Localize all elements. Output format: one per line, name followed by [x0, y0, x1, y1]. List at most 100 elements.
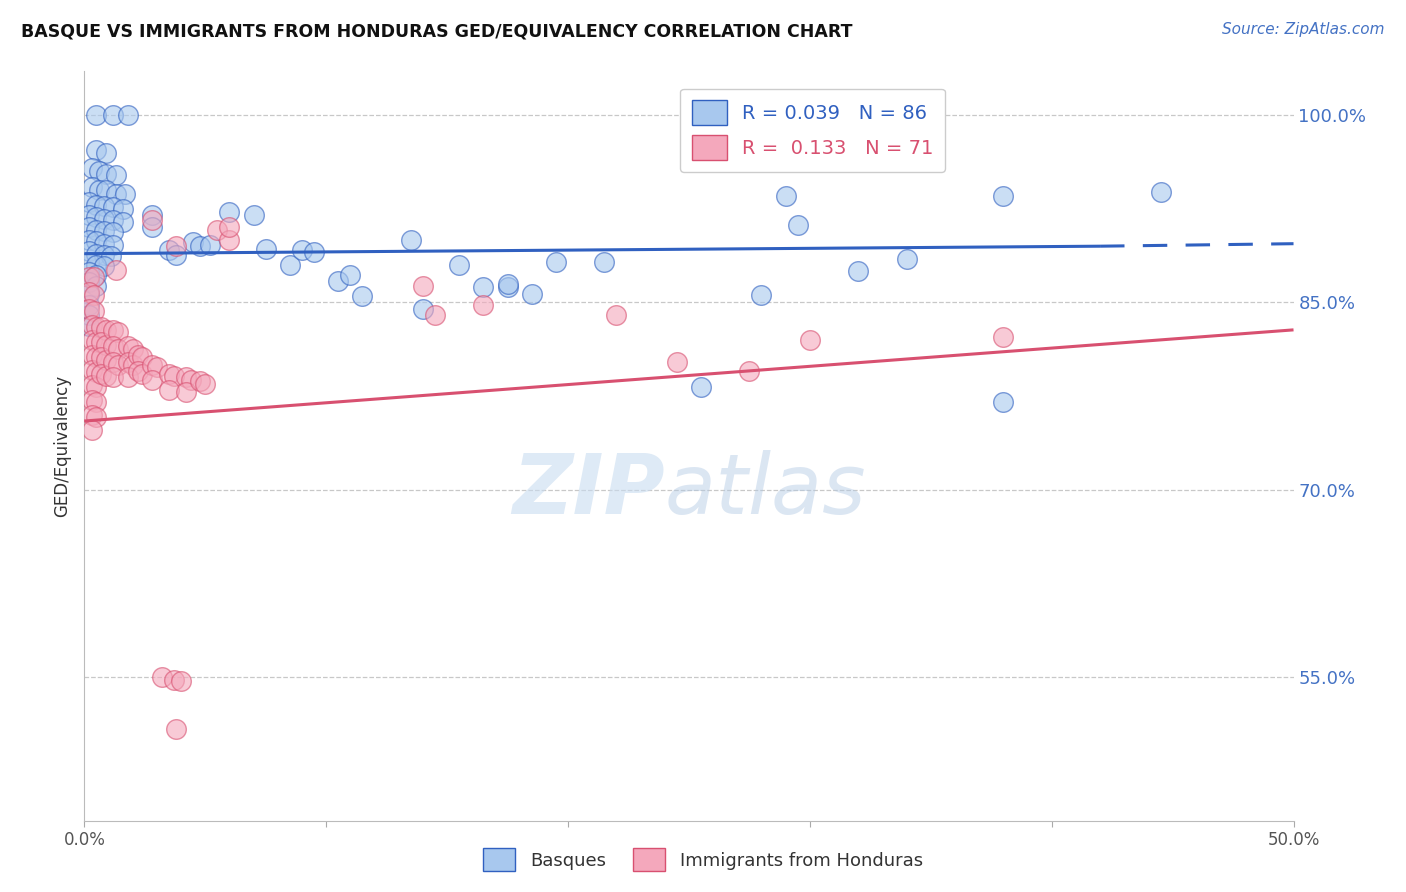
Point — [174, 385, 197, 400]
Point — [77, 244, 100, 259]
Point — [77, 298, 100, 312]
Point — [496, 280, 519, 294]
Point — [328, 274, 350, 288]
Point — [121, 358, 143, 372]
Point — [90, 335, 112, 350]
Point — [180, 373, 202, 387]
Point — [218, 233, 240, 247]
Point — [165, 239, 187, 253]
Point — [121, 342, 143, 356]
Point — [86, 223, 108, 237]
Point — [190, 374, 212, 388]
Point — [993, 189, 1015, 203]
Point — [77, 208, 100, 222]
Point — [93, 248, 115, 262]
Point — [103, 323, 125, 337]
Point — [103, 355, 125, 369]
Point — [103, 370, 125, 384]
Point — [117, 339, 139, 353]
Point — [112, 215, 135, 229]
Point — [472, 280, 495, 294]
Point — [738, 364, 761, 378]
Point — [107, 342, 129, 356]
Point — [86, 258, 108, 272]
Point — [103, 339, 125, 353]
Point — [799, 333, 821, 347]
Point — [86, 143, 108, 157]
Point — [77, 265, 100, 279]
Point — [775, 189, 797, 203]
Point — [339, 268, 361, 282]
Point — [94, 145, 117, 160]
Point — [86, 351, 108, 365]
Point — [170, 673, 193, 688]
Point — [165, 248, 187, 262]
Point — [242, 208, 264, 222]
Point — [93, 259, 115, 273]
Point — [94, 352, 117, 367]
Point — [993, 395, 1015, 409]
Point — [80, 423, 103, 437]
Point — [449, 258, 471, 272]
Point — [104, 168, 127, 182]
Point — [80, 392, 103, 407]
Point — [254, 242, 277, 256]
Legend: R = 0.039   N = 86, R =  0.133   N = 71: R = 0.039 N = 86, R = 0.133 N = 71 — [681, 88, 945, 171]
Point — [146, 360, 169, 375]
Point — [83, 288, 105, 302]
Point — [77, 301, 100, 316]
Point — [665, 355, 688, 369]
Point — [131, 351, 153, 365]
Point — [86, 234, 108, 248]
Point — [141, 220, 163, 235]
Point — [77, 255, 100, 269]
Point — [198, 238, 221, 252]
Point — [104, 186, 127, 201]
Point — [86, 211, 108, 225]
Point — [94, 167, 117, 181]
Point — [77, 308, 100, 322]
Point — [90, 351, 112, 365]
Point — [117, 370, 139, 384]
Point — [103, 201, 125, 215]
Point — [93, 224, 115, 238]
Point — [107, 326, 129, 340]
Point — [117, 108, 139, 122]
Point — [86, 279, 108, 293]
Point — [87, 183, 110, 197]
Point — [86, 246, 108, 260]
Point — [141, 213, 163, 227]
Legend: Basques, Immigrants from Honduras: Basques, Immigrants from Honduras — [475, 841, 931, 879]
Point — [86, 198, 108, 212]
Point — [103, 108, 125, 122]
Point — [472, 298, 495, 312]
Point — [94, 183, 117, 197]
Point — [90, 367, 112, 381]
Point — [194, 376, 217, 391]
Point — [80, 333, 103, 347]
Point — [80, 348, 103, 362]
Point — [77, 270, 100, 285]
Text: atlas: atlas — [665, 450, 866, 532]
Point — [751, 288, 773, 302]
Point — [131, 367, 153, 381]
Point — [496, 277, 519, 291]
Point — [103, 238, 125, 252]
Point — [544, 255, 567, 269]
Point — [174, 370, 197, 384]
Point — [77, 319, 100, 334]
Point — [157, 243, 180, 257]
Point — [104, 263, 127, 277]
Point — [181, 235, 204, 250]
Point — [112, 202, 135, 216]
Point — [412, 301, 434, 316]
Point — [117, 355, 139, 369]
Point — [80, 377, 103, 392]
Point — [94, 338, 117, 352]
Point — [846, 264, 869, 278]
Point — [278, 258, 301, 272]
Point — [77, 285, 100, 300]
Point — [165, 723, 187, 737]
Point — [605, 308, 627, 322]
Text: Source: ZipAtlas.com: Source: ZipAtlas.com — [1222, 22, 1385, 37]
